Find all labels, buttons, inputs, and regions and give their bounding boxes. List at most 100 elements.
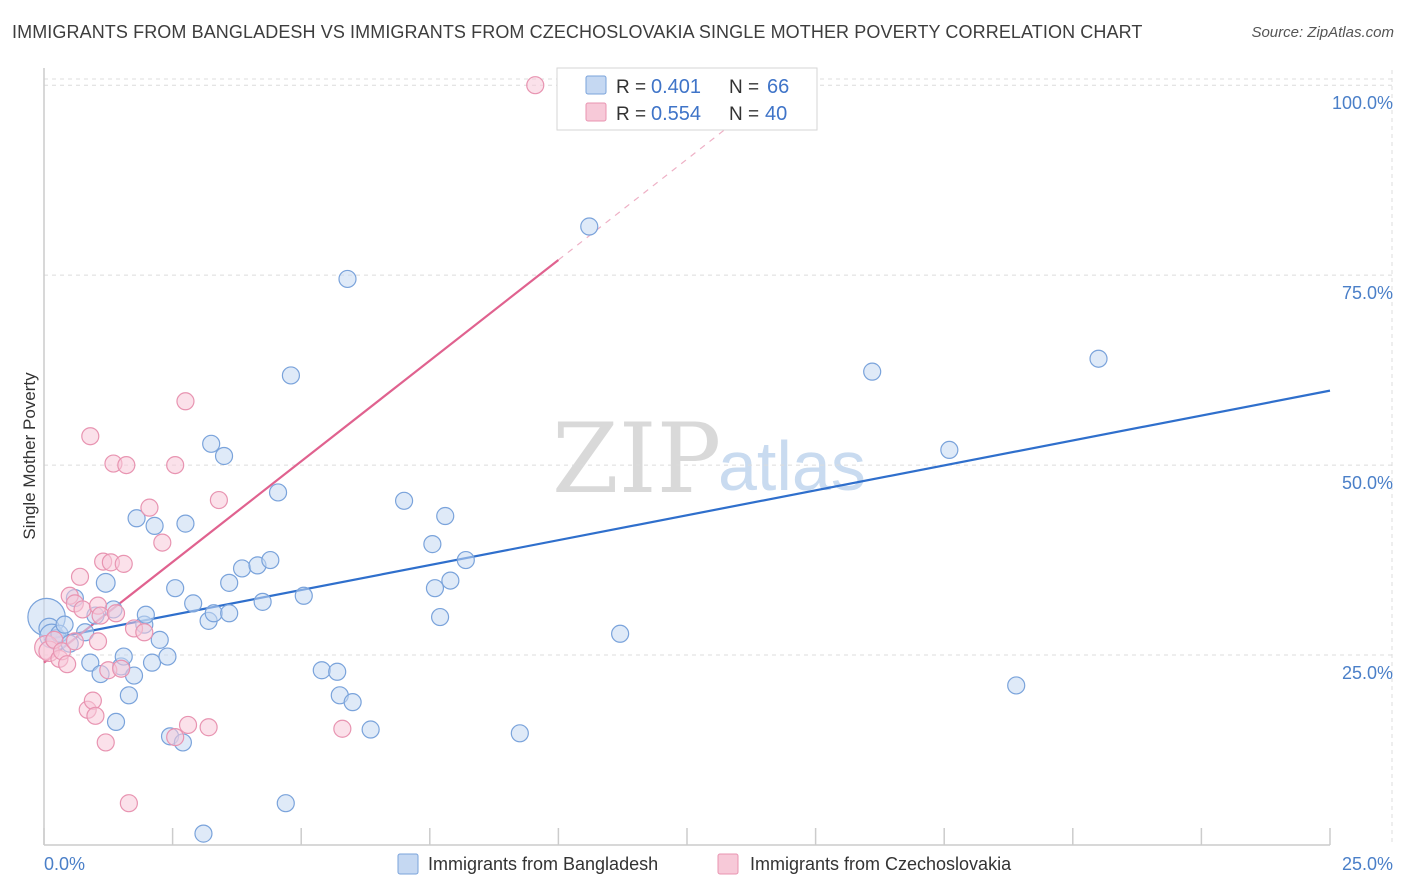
x-tick-label-min: 0.0%	[44, 854, 85, 874]
czechoslovakia-point-27	[119, 794, 138, 813]
bangladesh-point-64	[1007, 676, 1026, 695]
czechoslovakia-point-39	[526, 76, 545, 95]
bangladesh-point-61	[611, 624, 630, 643]
legend-r-value-1: 0.401	[651, 76, 701, 98]
bangladesh-point-35	[214, 446, 234, 466]
bangladesh-point-44	[281, 366, 301, 385]
bangladesh-point-50	[343, 693, 362, 712]
czechoslovakia-point-38	[333, 719, 352, 738]
czechoslovakia-point-13	[83, 691, 102, 710]
bangladesh-point-58	[456, 550, 475, 570]
bangladesh-point-53	[423, 535, 442, 554]
bangladesh-point-55	[430, 607, 450, 627]
bangladesh-point-24	[150, 630, 169, 649]
czechoslovakia-point-36	[199, 718, 218, 737]
data-points	[27, 76, 1108, 843]
czechoslovakia-point-19	[96, 733, 115, 752]
czechoslovakia-point-9	[70, 567, 90, 586]
y-tick-label-50: 50.0%	[1342, 473, 1393, 493]
legend-r-value-2: 0.554	[651, 103, 701, 125]
bangladesh-point-17	[119, 686, 138, 705]
bangladesh-point-62	[863, 362, 882, 381]
bangladesh-point-27	[166, 579, 185, 598]
bangladesh-point-33	[202, 434, 221, 453]
bottom-legend-label-2: Immigrants from Czechoslovakia	[750, 854, 1012, 874]
legend-n-label-1: N =	[729, 77, 759, 98]
watermark-atlas: atlas	[718, 427, 866, 505]
czechoslovakia-point-15	[88, 632, 108, 651]
bangladesh-point-57	[441, 571, 460, 590]
bangladesh-point-12	[95, 572, 116, 593]
bangladesh-point-63	[940, 440, 959, 460]
y-tick-label-25: 25.0%	[1342, 663, 1393, 683]
bangladesh-point-14	[106, 712, 126, 732]
bangladesh-point-51	[361, 720, 380, 739]
czechoslovakia-point-25	[114, 554, 133, 573]
czechoslovakia-point-34	[176, 392, 195, 411]
watermark-zip: ZIP	[552, 403, 721, 515]
legend-swatch-pink	[585, 102, 607, 122]
bangladesh-point-40	[253, 592, 272, 611]
bangladesh-point-49	[338, 269, 357, 289]
grid-lines	[44, 70, 1393, 845]
bangladesh-point-5	[55, 615, 74, 634]
bangladesh-point-56	[436, 506, 455, 526]
y-tick-label-100: 100.0%	[1332, 93, 1393, 113]
y-axis-label: Single Mother Poverty	[20, 372, 39, 540]
bangladesh-point-19	[127, 509, 146, 528]
bangladesh-point-34	[204, 604, 223, 623]
czechoslovakia-point-26	[117, 455, 136, 475]
czechoslovakia-point-23	[106, 604, 126, 623]
bottom-legend-swatch-blue	[397, 853, 419, 875]
czechoslovakia-point-17	[91, 606, 110, 625]
bangladesh-point-37	[220, 573, 239, 592]
bangladesh-point-47	[328, 662, 347, 681]
legend-n-label-2: N =	[729, 104, 759, 125]
bangladesh-point-31	[194, 824, 213, 843]
czechoslovakia-point-5	[58, 655, 77, 674]
bottom-legend-label-1: Immigrants from Bangladesh	[428, 854, 658, 874]
bangladesh-point-21	[136, 605, 155, 624]
axes	[43, 68, 1331, 846]
tick-labels: 25.0% 50.0% 75.0% 100.0% 0.0% 25.0%	[44, 93, 1393, 874]
czechoslovakia-point-14	[86, 706, 105, 725]
bangladesh-point-43	[276, 794, 295, 813]
x-tick-label-max: 25.0%	[1342, 854, 1393, 874]
bangladesh-point-9	[81, 653, 100, 672]
czechoslovakia-point-7	[65, 632, 84, 651]
czechoslovakia-point-33	[166, 455, 185, 475]
czechoslovakia-point-35	[178, 715, 198, 735]
bangladesh-point-54	[425, 579, 445, 598]
bangladesh-point-60	[580, 217, 599, 236]
legend-r-label-1: R =	[616, 77, 646, 98]
czechoslovakia-point-30	[140, 498, 159, 517]
bangladesh-point-36	[220, 604, 239, 623]
bangladesh-point-65	[1089, 349, 1108, 368]
bangladesh-point-45	[294, 586, 313, 605]
bangladesh-point-38	[232, 559, 252, 578]
bangladesh-point-41	[261, 550, 280, 570]
legend-swatch-blue	[585, 75, 607, 95]
y-tick-label-75: 75.0%	[1342, 283, 1393, 303]
bangladesh-point-52	[394, 491, 414, 510]
bottom-legend: Immigrants from Bangladesh Immigrants fr…	[397, 853, 1012, 875]
czechoslovakia-point-32	[166, 728, 185, 747]
bangladesh-point-30	[184, 594, 203, 613]
czechoslovakia-trend-extension	[558, 126, 729, 261]
source-credit: Source: ZipAtlas.com	[1251, 24, 1394, 41]
bangladesh-point-59	[510, 724, 529, 743]
bangladesh-point-42	[268, 483, 288, 502]
bangladesh-point-46	[312, 661, 331, 680]
legend-n-value-1: 66	[767, 76, 789, 98]
legend-n-value-2: 40	[765, 103, 787, 125]
czechoslovakia-point-29	[135, 623, 154, 642]
legend-box: R = 0.401 N = 66 R = 0.554 N = 40	[556, 67, 818, 131]
czechoslovakia-point-37	[209, 490, 228, 510]
czechoslovakia-trend-line	[43, 259, 560, 664]
czechoslovakia-point-31	[153, 533, 172, 552]
bangladesh-point-23	[145, 516, 164, 535]
czechoslovakia-point-10	[73, 600, 92, 619]
bangladesh-point-25	[158, 647, 177, 666]
bangladesh-point-29	[176, 514, 195, 533]
